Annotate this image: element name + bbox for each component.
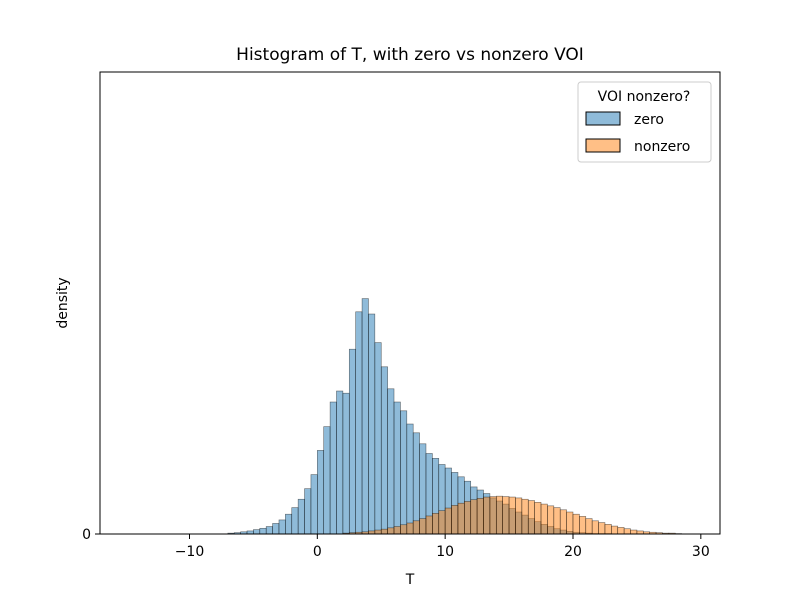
bar-zero-14 [317, 450, 325, 535]
bar-zero-13 [310, 474, 318, 535]
bar-zero-11 [297, 498, 305, 535]
bar-zero-15 [323, 426, 331, 535]
bar-nonzero-21 [476, 498, 484, 535]
legend-swatch-zero [585, 111, 621, 126]
x-tick-label-0: −10 [175, 544, 205, 560]
bar-zero-7 [272, 523, 280, 535]
bar-nonzero-35 [566, 511, 574, 535]
x-axis-label: T [405, 572, 415, 588]
bar-zero-19 [348, 348, 356, 535]
bar-zero-4 [253, 529, 261, 535]
bar-zero-8 [278, 519, 286, 535]
bar-nonzero-38 [585, 518, 593, 535]
bar-nonzero-8 [393, 526, 401, 535]
bar-zero-27 [400, 410, 408, 535]
bar-nonzero-44 [623, 528, 631, 535]
x-tick-label-4: 30 [692, 544, 710, 560]
bar-zero-16 [329, 401, 337, 535]
bar-nonzero-26 [508, 496, 516, 535]
legend-title: VOI nonzero? [598, 89, 691, 105]
bar-nonzero-11 [412, 520, 420, 535]
bar-nonzero-15 [438, 510, 446, 535]
bar-nonzero-13 [425, 515, 433, 535]
bar-zero-21 [361, 298, 369, 535]
bar-nonzero-29 [527, 500, 535, 535]
bar-zero-22 [368, 313, 376, 535]
bar-zero-23 [374, 342, 382, 535]
plot-frame [99, 71, 721, 535]
bar-nonzero-17 [451, 505, 459, 535]
bar-nonzero-45 [630, 529, 638, 535]
bar-nonzero-6 [380, 528, 388, 535]
bar-zero-29 [412, 432, 420, 535]
bar-zero-25 [387, 388, 395, 535]
bar-nonzero-41 [604, 524, 612, 535]
bar-zero-9 [285, 513, 293, 535]
chart-title: Histogram of T, with zero vs nonzero VOI [236, 45, 584, 65]
bar-nonzero-9 [400, 524, 408, 535]
bar-nonzero-19 [464, 501, 472, 535]
bar-nonzero-5 [374, 529, 382, 535]
bar-nonzero-39 [591, 520, 599, 535]
x-tick-label-2: 10 [436, 544, 454, 560]
bar-zero-28 [406, 423, 414, 535]
legend-label-zero: zero [634, 112, 664, 128]
bar-zero-20 [355, 311, 363, 535]
bar-zero-18 [342, 392, 350, 535]
bar-nonzero-42 [611, 525, 619, 535]
bar-nonzero-20 [470, 499, 478, 535]
bar-nonzero-24 [495, 495, 503, 535]
x-tick-label-3: 20 [564, 544, 582, 560]
legend-swatch-nonzero [585, 138, 621, 153]
bar-zero-24 [380, 366, 388, 535]
bar-nonzero-34 [559, 509, 567, 535]
bar-nonzero-16 [444, 507, 452, 535]
bars-layer [227, 298, 682, 535]
legend: VOI nonzero? zero nonzero [577, 81, 712, 163]
series-nonzero [342, 495, 682, 535]
bar-zero-5 [259, 527, 267, 535]
bar-nonzero-10 [406, 522, 414, 535]
bar-zero-12 [304, 488, 312, 535]
bar-nonzero-31 [540, 503, 548, 535]
bar-zero-26 [393, 401, 401, 535]
bar-nonzero-18 [457, 502, 465, 535]
bar-nonzero-23 [489, 496, 497, 535]
y-axis-label: density [55, 277, 71, 328]
bar-nonzero-22 [483, 496, 491, 535]
bar-nonzero-12 [419, 518, 427, 535]
bar-nonzero-30 [534, 502, 542, 535]
bar-nonzero-33 [553, 507, 561, 535]
bar-nonzero-32 [547, 505, 555, 535]
bar-nonzero-28 [521, 498, 529, 535]
bar-nonzero-27 [515, 497, 523, 535]
bar-nonzero-37 [579, 516, 587, 535]
bar-nonzero-43 [617, 527, 625, 535]
y-tick-label-0: 0 [82, 527, 91, 543]
bar-zero-17 [336, 390, 344, 535]
bar-nonzero-7 [387, 527, 395, 535]
legend-label-nonzero: nonzero [634, 139, 690, 155]
bar-nonzero-25 [502, 496, 510, 535]
x-tick-label-1: 0 [313, 544, 322, 560]
bar-nonzero-14 [432, 513, 440, 535]
series-zero [227, 298, 612, 535]
bar-zero-10 [291, 507, 299, 535]
bar-nonzero-36 [572, 513, 580, 535]
bar-nonzero-40 [598, 522, 606, 535]
bar-zero-6 [265, 526, 273, 535]
ticks-layer: −10 0 10 20 30 0 [82, 527, 710, 560]
